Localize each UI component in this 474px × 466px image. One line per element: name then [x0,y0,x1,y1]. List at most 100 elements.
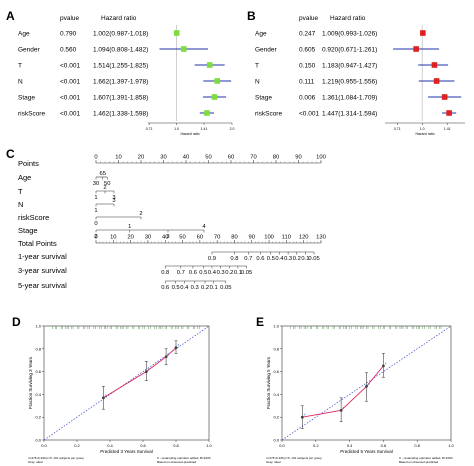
calibration-line [302,365,384,418]
y-axis-label: Fraction Surviving 3 Years [28,356,33,409]
optimism-marker: x [385,361,387,365]
row-label: T [18,63,22,70]
nomogram-tick-label: 1 [94,195,97,201]
row-pvalue: 0.247 [299,31,316,38]
calibration-point [164,355,168,359]
row-hr-text: 1.009(0.993-1.026) [322,31,377,38]
x-tick-label: 0.4 [107,443,113,448]
panel-e: E 0.0 0.2 0.4 0.6 0.8 1.0 0.0 0.2 0.4 0.6 0.8 1.0 Pr… [256,315,455,464]
hr-marker [413,46,419,52]
y-axis-label: Fraction Surviving 5 Years [266,356,271,409]
ideal-line [281,325,452,441]
panel-label-e: E [256,315,264,329]
nomogram-tick-label: 0.5 [267,256,275,262]
footnote-right: Based on observed-predicted [157,460,197,464]
calibration-point [382,364,385,368]
y-tick-label: 1.0 [273,324,279,329]
nomogram-tick-label: 20 [138,155,144,161]
calibration-point [365,385,368,388]
y-tick-label: 1.0 [35,324,41,329]
nomogram-tick-label: 70 [250,155,256,161]
panel-label-a: A [6,9,15,23]
nomogram-tick-label: 50 [179,235,185,241]
hr-marker [204,110,210,116]
nomogram-tick-label: 80 [273,155,279,161]
nomogram-row-label: 1-year survival [18,252,67,261]
nomogram-tick-label: 0.2 [201,285,209,291]
header-pvalue: pvalue [60,15,80,22]
x-tick-label: 0.0 [41,443,47,448]
footnote-right: X - resampling optimism added, B=1000 [399,456,453,460]
nomogram-row-label: riskScore [18,213,49,222]
x-tick-label: 0.2 [313,443,319,448]
nomogram-tick-label: 30 [160,155,166,161]
row-pvalue: 0.150 [299,63,316,70]
panel-d: D 0.0 0.2 0.4 0.6 0.8 1.0 0.0 0.2 0.4 0.6 0.8 1.0 Pr… [12,315,213,464]
ideal-line [43,325,210,441]
nomogram-tick-label: 110 [282,235,291,241]
nomogram-tick-label: 120 [299,235,309,241]
row-hr-text: 1.462(1.338-1.598) [93,111,148,118]
row-label: riskScore [18,111,45,118]
nomogram-tick-label: 0.3 [217,270,225,276]
nomogram-row-label: 5-year survival [18,281,67,290]
nomogram-tick-label: 0.7 [177,270,185,276]
nomogram-tick-label: 0.3 [191,285,199,291]
y-tick-label: 0.4 [35,392,41,397]
x-tick-label: 1.41 [201,127,208,131]
row-label: riskScore [255,111,282,118]
panel-a: A pvalue Hazard ratio Age 0.790 1.002(0.987-… [6,9,234,136]
nomogram-tick-label: 70 [214,235,220,241]
nomogram-tick-label: 40 [183,155,189,161]
row-hr-text: 1.183(0.947-1.427) [322,63,377,70]
nomogram-tick-label: 0 [94,155,97,161]
nomogram-tick-label: 0.1 [301,256,309,262]
nomogram-tick-label: 0.8 [230,256,238,262]
row-pvalue: 0.006 [299,95,316,102]
hr-marker [214,78,220,84]
nomogram-tick-label: 20 [127,235,133,241]
nomogram-row-label: N [18,200,23,209]
nomogram-tick-label: 0.4 [180,285,189,291]
nomogram-tick-label: 0.9 [208,256,216,262]
nomogram-row-label: T [18,187,23,196]
panel-label-c: C [6,147,15,161]
optimism-marker: x [343,406,345,410]
row-label: Stage [18,95,35,102]
footnote-left: n=478 d=109 p=5, 101 subjects per group [28,456,84,460]
row-hr-text: 1.361(1.084-1.709) [322,95,377,102]
nomogram-tick-label: 0 [94,221,97,227]
nomogram-row-label: Stage [18,226,38,235]
y-tick-label: 0.6 [273,369,279,374]
calibration-point [144,370,148,373]
hr-marker [433,78,440,84]
nomogram-tick-label: 0.6 [161,285,169,291]
optimism-marker: x [304,413,306,417]
row-hr-text: 1.219(0.955-1.556) [322,79,377,86]
row-pvalue: <0.001 [299,111,319,118]
row-hr-text: 1.662(1.397-1.978) [93,79,148,86]
calibration-point [174,346,178,350]
x-tick-label: 0.2 [74,443,80,448]
nomogram-row-label: Total Points [18,239,57,248]
row-pvalue: 0.560 [60,47,77,54]
y-tick-label: 0.8 [35,346,41,351]
x-tick-label: 0.0 [279,443,285,448]
row-pvalue: <0.001 [60,111,80,118]
calibration-point [339,408,343,412]
x-tick-label: 0.71 [146,127,153,131]
x-axis-label: Hazard ratio [415,132,434,136]
y-tick-label: 0.0 [273,438,279,443]
nomogram-tick-label: 100 [316,155,326,161]
nomogram-tick-label: 0.8 [161,270,169,276]
nomogram-tick-label: 90 [249,235,255,241]
x-tick-label: 1.0 [420,127,425,131]
hr-marker [431,62,438,68]
y-tick-label: 0.2 [273,415,279,420]
x-tick-label: 1.0 [174,127,179,131]
nomogram-tick-label: 0.05 [308,256,319,262]
plot-frame [43,325,210,441]
nomogram-tick-label: 0.05 [220,285,231,291]
nomogram-tick-label: 0.7 [244,256,252,262]
